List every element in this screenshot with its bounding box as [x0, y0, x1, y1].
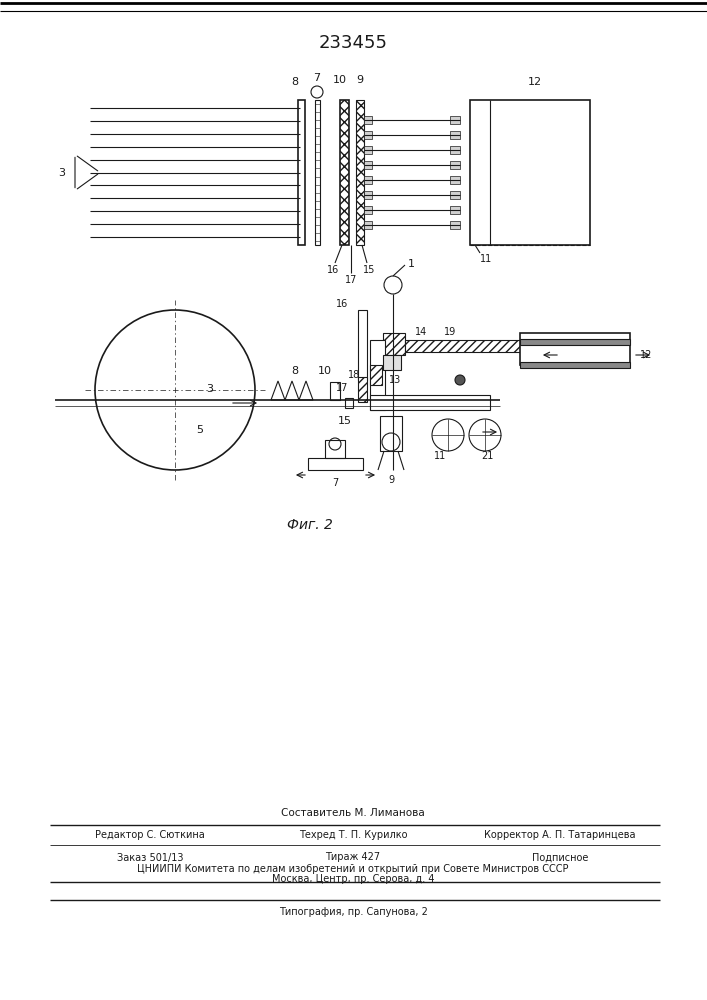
Bar [405, 340, 525, 352]
Bar [298, 100, 305, 245]
Text: 11: 11 [434, 451, 446, 461]
Text: 17: 17 [345, 275, 357, 285]
Bar [450, 146, 460, 154]
Bar [370, 395, 490, 410]
Text: 21: 21 [481, 451, 493, 461]
Bar [450, 191, 460, 199]
Bar [520, 339, 630, 345]
Bar [520, 333, 630, 365]
Bar [450, 161, 460, 169]
Text: 16: 16 [327, 265, 339, 275]
Bar [364, 146, 372, 154]
Text: 9: 9 [356, 75, 363, 85]
Bar [364, 161, 372, 169]
Bar [370, 365, 382, 385]
Bar [358, 310, 367, 380]
Text: 12: 12 [640, 350, 653, 360]
Text: 13: 13 [389, 375, 401, 385]
Text: 5: 5 [197, 425, 204, 435]
Bar [345, 398, 353, 408]
Bar [356, 100, 364, 245]
Bar [520, 362, 630, 368]
Text: ЦНИИПИ Комитета по делам изобретений и открытий при Совете Министров СССР: ЦНИИПИ Комитета по делам изобретений и о… [137, 864, 568, 874]
Text: 16: 16 [336, 299, 348, 309]
Text: Тираж 427: Тираж 427 [325, 852, 380, 862]
Text: 19: 19 [444, 327, 456, 337]
Bar [308, 458, 363, 470]
Bar [450, 206, 460, 214]
Bar [364, 206, 372, 214]
Bar [330, 382, 340, 400]
Bar [364, 191, 372, 199]
Text: Типография, пр. Сапунова, 2: Типография, пр. Сапунова, 2 [279, 907, 428, 917]
Text: 8: 8 [291, 77, 298, 87]
Bar [450, 131, 460, 139]
Text: 3: 3 [58, 167, 65, 178]
Text: 9: 9 [388, 475, 394, 485]
Text: Техред Т. П. Курилко: Техред Т. П. Курилко [299, 830, 407, 840]
Bar [380, 416, 402, 451]
Text: 8: 8 [291, 366, 298, 376]
Polygon shape [285, 381, 299, 400]
Text: 11: 11 [480, 254, 492, 264]
Text: Корректор А. П. Татаринцева: Корректор А. П. Татаринцева [484, 830, 636, 840]
Bar [364, 131, 372, 139]
Bar [383, 333, 405, 355]
Bar [450, 176, 460, 184]
Polygon shape [271, 381, 285, 400]
Text: 3: 3 [206, 384, 214, 394]
Bar [325, 440, 345, 458]
Text: 12: 12 [528, 77, 542, 87]
Bar [364, 221, 372, 229]
Bar [450, 116, 460, 124]
Bar [370, 340, 385, 410]
Bar [383, 355, 401, 370]
Text: Заказ 501/13: Заказ 501/13 [117, 852, 183, 862]
Text: Подписное: Подписное [532, 852, 588, 862]
Text: Составитель М. Лиманова: Составитель М. Лиманова [281, 808, 425, 818]
Text: 10: 10 [318, 366, 332, 376]
Bar [470, 100, 590, 245]
Text: Редактор С. Сюткина: Редактор С. Сюткина [95, 830, 205, 840]
Bar [364, 176, 372, 184]
Text: 10: 10 [333, 75, 347, 85]
Bar [450, 221, 460, 229]
Text: 15: 15 [338, 416, 352, 426]
Bar [364, 116, 372, 124]
Text: 1: 1 [408, 259, 415, 269]
Text: 15: 15 [363, 265, 375, 275]
Bar [315, 100, 320, 245]
Circle shape [455, 375, 465, 385]
Text: 18: 18 [348, 370, 360, 380]
Text: Москва, Центр, пр. Серова, д. 4: Москва, Центр, пр. Серова, д. 4 [271, 874, 434, 884]
Text: 14: 14 [415, 327, 427, 337]
Text: 233455: 233455 [318, 34, 387, 52]
Text: 17: 17 [336, 383, 348, 393]
Polygon shape [299, 381, 313, 400]
Bar [358, 377, 367, 402]
Text: Фиг. 2: Фиг. 2 [287, 518, 333, 532]
Text: 7: 7 [313, 73, 320, 83]
Bar [340, 100, 349, 245]
Text: 7: 7 [332, 478, 338, 488]
